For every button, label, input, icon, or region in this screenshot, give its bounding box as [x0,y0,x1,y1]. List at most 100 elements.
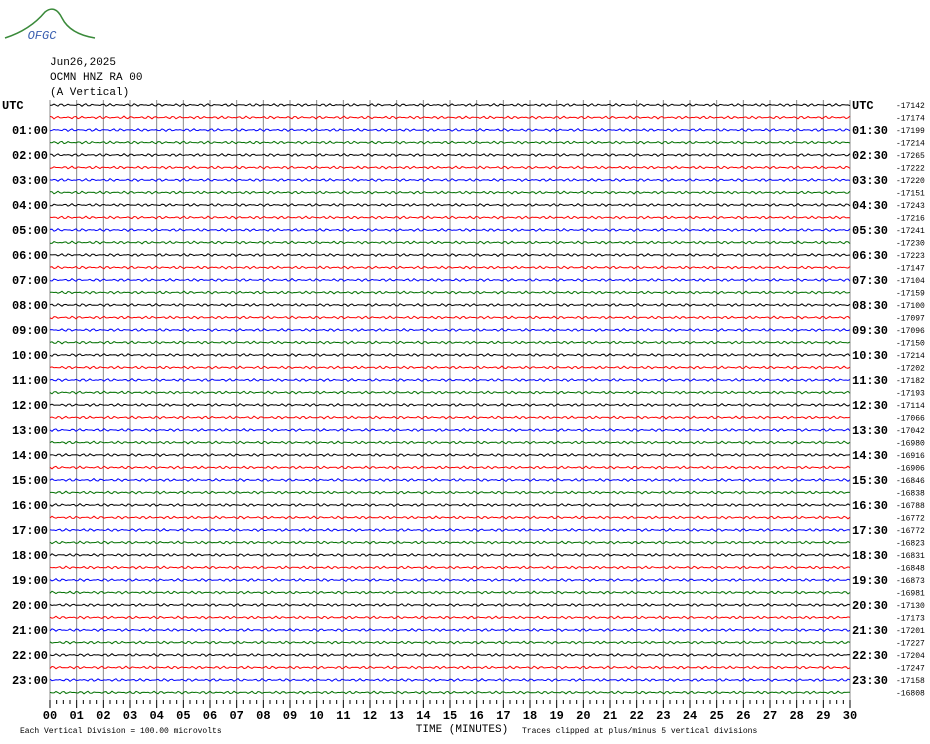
x-tick-label: 30 [843,709,857,723]
x-tick-label: 02 [96,709,110,723]
x-tick-label: 29 [816,709,830,723]
trace-offset: -17201 [896,627,925,636]
trace [49,315,851,320]
trace-offset: -17220 [896,177,925,186]
left-time-label: 09:00 [12,324,48,338]
trace-offset: -17114 [896,402,925,411]
trace-offset: -16981 [896,590,925,599]
logo-mountain [4,8,96,39]
left-time-label: 16:00 [12,499,48,513]
x-tick-label: 23 [656,709,670,723]
left-time-label: 17:00 [12,524,48,538]
trace [49,615,851,620]
left-time-label: 15:00 [12,474,48,488]
right-time-label: 05:30 [852,224,888,238]
trace [49,540,851,545]
trace [49,652,851,658]
left-time-label: 03:00 [12,174,48,188]
trace-offset: -17159 [896,290,925,299]
trace-offset: -17214 [896,140,925,149]
trace [49,377,851,383]
trace-offset: -17182 [896,377,925,386]
trace [49,577,851,583]
x-tick-label: 22 [629,709,643,723]
trace [49,552,851,558]
trace-offset: -17227 [896,640,925,649]
trace-offset: -17230 [896,240,925,249]
logo: OFGC [28,29,58,43]
left-time-label: 01:00 [12,124,48,138]
title-station: OCMN HNZ RA 00 [50,72,142,84]
left-time-label: 22:00 [12,649,48,663]
trace-offset: -16772 [896,527,925,536]
trace [49,427,851,433]
trace-offset: -17096 [896,327,925,336]
trace [49,215,851,220]
trace [49,565,851,570]
trace [49,690,850,695]
x-tick-label: 01 [69,709,83,723]
right-time-label: UTC [852,99,874,113]
left-time-label: UTC [2,99,24,113]
x-tick-label: 12 [363,709,377,723]
left-time-label: 13:00 [12,424,48,438]
x-tick-label: 05 [176,709,190,723]
trace-offset: -17223 [896,252,925,261]
x-tick-label: 00 [43,709,57,723]
trace [49,277,851,283]
x-tick-label: 11 [336,709,350,723]
trace [49,115,851,120]
right-time-label: 15:30 [852,474,888,488]
trace [49,527,851,533]
trace-offset: -16873 [896,577,925,586]
trace [50,490,851,495]
trace [49,340,851,345]
right-time-label: 10:30 [852,349,888,363]
trace-offset: -16838 [896,490,925,499]
right-time-label: 22:30 [852,649,888,663]
left-time-label: 11:00 [12,374,48,388]
trace-offset: -17199 [896,127,925,136]
title-date: Jun26,2025 [50,57,116,69]
trace [49,352,851,358]
x-tick-label: 17 [496,709,510,723]
trace-offset: -16808 [896,690,925,699]
trace [49,465,851,470]
right-time-label: 13:30 [852,424,888,438]
trace [49,302,851,308]
left-time-label: 23:00 [12,674,48,688]
right-time-label: 12:30 [852,399,888,413]
trace-offset: -17222 [896,165,925,174]
trace-offset: -17173 [896,615,925,624]
left-time-label: 07:00 [12,274,48,288]
x-tick-label: 24 [683,709,697,723]
left-time-label: 21:00 [12,624,48,638]
trace [49,602,851,608]
x-tick-label: 09 [283,709,297,723]
x-tick-label: 08 [256,709,270,723]
title-component: (A Vertical) [50,87,129,99]
trace-offset: -16846 [896,477,925,486]
left-time-label: 19:00 [12,574,48,588]
trace-offset: -17174 [896,115,925,124]
trace [49,177,851,183]
trace [49,440,851,445]
x-tick-label: 07 [229,709,243,723]
trace [49,152,851,158]
right-time-label: 18:30 [852,549,888,563]
trace-offset: -17243 [896,202,925,211]
left-time-label: 10:00 [12,349,48,363]
x-tick-label: 03 [123,709,137,723]
right-time-label: 08:30 [852,299,888,313]
trace-offset: -17150 [896,340,925,349]
trace [49,252,851,258]
trace-offset: -17247 [896,665,925,674]
x-tick-label: 16 [469,709,483,723]
trace [49,515,851,520]
right-time-label: 01:30 [852,124,888,138]
trace [49,365,851,370]
trace [49,327,851,333]
trace-offset: -17042 [896,427,925,436]
right-time-label: 21:30 [852,624,888,638]
